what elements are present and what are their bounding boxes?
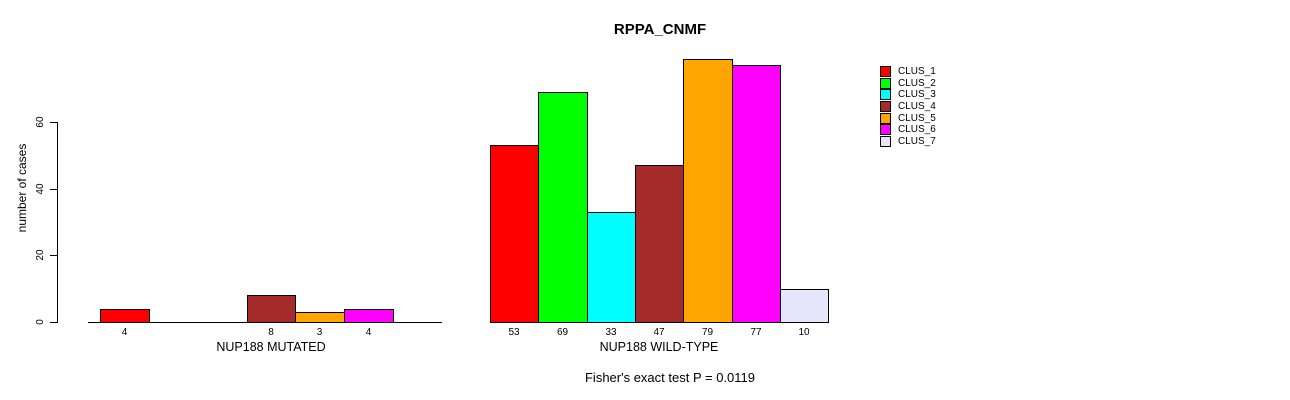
legend-item: CLUS_7 xyxy=(880,135,936,147)
y-axis-tick xyxy=(50,122,58,123)
legend-item: CLUS_4 xyxy=(880,100,936,112)
y-axis-line xyxy=(57,122,58,323)
legend-item: CLUS_6 xyxy=(880,124,936,136)
bar-value-label: 53 xyxy=(508,327,520,338)
legend-swatch-clus_3 xyxy=(880,89,891,101)
legend-label: CLUS_3 xyxy=(898,89,936,101)
legend-label: CLUS_6 xyxy=(898,124,936,136)
legend-label: CLUS_7 xyxy=(898,135,936,147)
legend-swatch-clus_6 xyxy=(880,124,891,136)
bar-value-label: 3 xyxy=(316,327,323,338)
legend-swatch-clus_7 xyxy=(880,135,891,147)
legend-label: CLUS_2 xyxy=(898,77,936,89)
legend-label: CLUS_4 xyxy=(898,100,936,112)
legend-item: CLUS_3 xyxy=(880,89,936,101)
bar-clus_4-mutated xyxy=(247,295,296,323)
x-axis-group-label: NUP188 WILD-TYPE xyxy=(599,340,719,354)
bar-clus_6-wildtype xyxy=(732,65,781,323)
fisher-test-annotation: Fisher's exact test P = 0.0119 xyxy=(584,370,756,385)
y-axis-tick xyxy=(50,322,58,323)
bar-value-label: 79 xyxy=(701,327,714,338)
bar-clus_5-mutated xyxy=(295,312,345,323)
legend-swatch-clus_2 xyxy=(880,77,891,89)
bar-clus_6-mutated xyxy=(344,309,394,323)
legend-item: CLUS_1 xyxy=(880,66,936,77)
y-axis-tick xyxy=(50,255,58,256)
bar-clus_4-wildtype xyxy=(635,165,684,323)
legend-item: CLUS_5 xyxy=(880,112,936,124)
bar-value-label: 33 xyxy=(605,327,617,338)
chart-title: RPPA_CNMF xyxy=(613,21,707,38)
bar-value-label: 77 xyxy=(750,327,762,338)
legend-item: CLUS_2 xyxy=(880,77,936,89)
y-axis-tick-label: 40 xyxy=(35,183,46,195)
y-axis-tick xyxy=(50,189,58,190)
bar-value-label: 47 xyxy=(653,327,665,338)
bar-value-label: 4 xyxy=(365,327,372,338)
bar-value-label: 69 xyxy=(556,327,569,338)
y-axis-tick-label: 20 xyxy=(35,249,46,261)
bar-clus_5-wildtype xyxy=(683,59,733,323)
y-axis-title: number of cases xyxy=(15,143,29,233)
legend-swatch-clus_5 xyxy=(880,112,891,124)
y-axis-tick-label: 60 xyxy=(35,116,46,128)
bar-value-label: 4 xyxy=(121,327,128,338)
legend-label: CLUS_5 xyxy=(898,112,936,124)
bar-clus_7-wildtype xyxy=(780,289,829,323)
legend-swatch-clus_4 xyxy=(880,100,891,112)
bar-value-label: 10 xyxy=(798,327,810,338)
bar-clus_3-wildtype xyxy=(587,212,636,323)
bar-value-label: 8 xyxy=(268,327,274,338)
bar-clus_1-mutated xyxy=(100,309,150,323)
legend-swatch-clus_1 xyxy=(880,66,891,77)
x-axis-group-label: NUP188 MUTATED xyxy=(216,340,326,354)
bar-clus_2-wildtype xyxy=(538,92,588,323)
y-axis-tick-label: 0 xyxy=(35,319,46,325)
legend-label: CLUS_1 xyxy=(898,66,936,77)
bar-clus_1-wildtype xyxy=(490,145,539,323)
